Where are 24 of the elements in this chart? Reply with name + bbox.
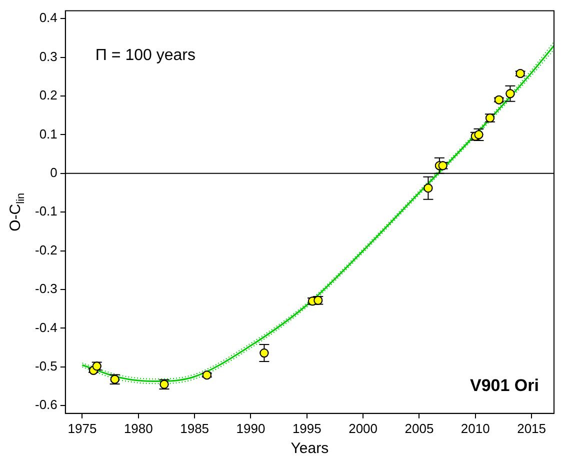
- y-tick-label: -0.1: [34, 204, 58, 219]
- x-tick-label: 1995: [292, 420, 322, 436]
- x-tick-label: 1990: [236, 420, 266, 436]
- y-tick-label: 0.1: [39, 126, 58, 142]
- y-tick-label: 0.2: [39, 88, 58, 103]
- x-tick-label: 2000: [348, 420, 378, 436]
- x-tick-label: 1985: [180, 420, 210, 436]
- x-tick-label: 2015: [517, 420, 546, 436]
- y-tick-label: 0.3: [39, 48, 58, 64]
- x-tick-label: 1980: [124, 420, 153, 436]
- annotation: V901 Ori: [470, 376, 539, 396]
- x-axis-title: Years: [290, 440, 329, 458]
- x-tick-label: 2010: [460, 420, 490, 436]
- y-tick-label: -0.3: [34, 281, 58, 296]
- annotation: Π = 100 years: [95, 47, 196, 64]
- y-tick-label: 0.4: [39, 10, 58, 26]
- y-tick-label: 0: [50, 164, 58, 180]
- y-tick-label: -0.5: [34, 358, 58, 374]
- y-axis-title: O-Clin: [7, 192, 28, 232]
- x-tick-label: 2005: [404, 420, 434, 436]
- x-tick-label: 1975: [68, 420, 97, 436]
- y-tick-label: -0.6: [34, 397, 58, 412]
- y-tick-label: -0.2: [34, 242, 58, 258]
- y-tick-label: -0.4: [34, 320, 58, 335]
